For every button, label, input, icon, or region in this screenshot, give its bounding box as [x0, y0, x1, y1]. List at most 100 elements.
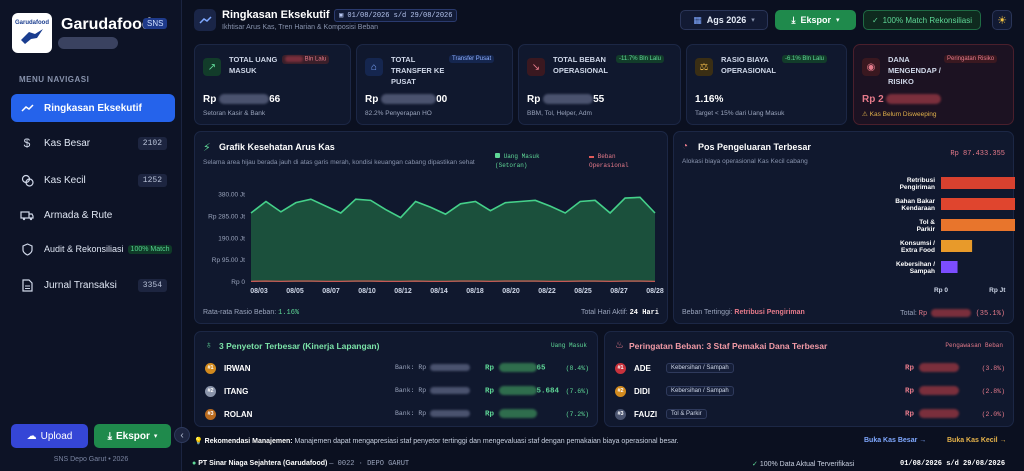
recommendation: 💡 Rekomendasi Manajemen: Manajemen dapat…: [194, 438, 679, 445]
depositor-name: ROLAN: [224, 409, 253, 419]
depot-code: — 0022 · DEPO GARUT: [329, 460, 410, 468]
category-label: Konsumsi /: [900, 240, 935, 247]
avg-ratio-value: 1.16%: [278, 309, 300, 317]
rank-badge: #1: [205, 362, 216, 374]
y-tick-label: 380.00 Jt: [218, 192, 245, 199]
export-label: Ekspor: [116, 430, 150, 442]
bank-amount: Bank: Rp: [395, 410, 471, 418]
redacted-value: [498, 409, 537, 419]
alert-circle-icon: ◉: [862, 58, 880, 76]
truck-icon: [20, 208, 34, 222]
y-tick-label: 190.00 Jt: [218, 235, 245, 242]
total-amount: Rp: [905, 409, 959, 419]
brand-badge: SNS: [143, 18, 168, 29]
active-days-value: 24 Hari: [629, 309, 659, 317]
download-icon: ⤓: [791, 14, 796, 25]
share-pct: (8.4%): [565, 364, 589, 372]
collapse-sidebar-button[interactable]: ‹: [174, 427, 190, 443]
sidebar-item-kas-kecil[interactable]: Kas Kecil 1252: [11, 166, 175, 194]
avg-ratio-label: Rata-rata Rasio Beban:: [203, 309, 277, 316]
reconciliation-status: ✓ 100% Match Rekonsiliasi: [863, 10, 981, 30]
sidebar-item-label: Ringkasan Eksekutif: [44, 102, 142, 114]
x-tick-label: 08/03: [250, 288, 268, 295]
y-tick-label: Rp 285.00 Jt: [208, 213, 245, 220]
flame-icon: ♨: [615, 340, 624, 351]
trend-icon: [194, 9, 216, 31]
theme-toggle-button[interactable]: ☀: [992, 10, 1012, 30]
x-tick-label: 08/12: [394, 288, 412, 295]
x-tick-label: 08/20: [502, 288, 520, 295]
kpi-beban-operasional: ↘ TOTAL BEBAN OPERASIONAL -11.7% Bln Lal…: [518, 44, 681, 125]
kpi-value-suffix: 55: [593, 94, 605, 105]
sidebar-item-count: 2102: [137, 136, 167, 150]
expense-category-tag: Kebersihan / Sampah: [666, 363, 734, 373]
x-tick-label: Rp 0: [934, 287, 948, 294]
cashflow-area-chart: Rp 0 Rp 95.00 Jt 190.00 Jt Rp 285.00 Jt 380.…: [208, 192, 664, 295]
recommendation-label: Rekomendasi Manajemen:: [204, 438, 293, 445]
kpi-rasio-biaya: ⚖ RASIO BIAYA OPERASIONAL -6.1% Bln Lalu…: [686, 44, 847, 125]
total-amount: Rp: [905, 363, 959, 373]
kpi-badge: -11.7% Bln Lalu: [616, 55, 664, 63]
bank-icon: ⌂: [365, 58, 383, 76]
category-label: Parkir: [917, 226, 936, 233]
staff-name: DIDI: [634, 386, 650, 396]
sidebar-item-armada[interactable]: Armada & Rute: [11, 201, 175, 229]
kpi-value: 1.16%: [695, 94, 724, 105]
category-label: Extra Food: [901, 247, 935, 254]
sidebar-item-label: Kas Kecil: [44, 174, 86, 186]
month-select[interactable]: ▦ Ags 2026 ▾: [680, 10, 768, 30]
calendar-icon: ▦: [693, 14, 702, 25]
redacted-value: [918, 386, 959, 396]
redacted-value: [918, 409, 959, 419]
redacted-value: [498, 386, 537, 396]
redacted-value: [430, 387, 471, 395]
redacted-value: [918, 363, 959, 373]
medal-icon: ♁: [205, 340, 213, 351]
upload-button[interactable]: ☁ Upload: [11, 424, 88, 448]
redacted-value: [498, 363, 537, 373]
redacted-value: [430, 410, 471, 418]
kpi-footnote: ⚠ Kas Belum Disweeping: [862, 111, 937, 118]
arrow-up-right-icon: ↗: [203, 58, 221, 76]
category-label: Kendaraan: [901, 205, 935, 212]
list-item: #2 ITANG Bank: Rp Rp 5.684 (7.6%): [205, 384, 589, 398]
sidebar-item-label: Jurnal Transaksi: [44, 279, 117, 291]
redacted-value: [886, 94, 942, 105]
top-depositors-panel: ♁ 3 Penyetor Terbesar (Kinerja Lapangan)…: [194, 331, 598, 427]
sidebar-item-count: 3354: [137, 278, 167, 292]
legend-in-label: Uang Masuk (Setoran): [495, 153, 540, 169]
bar: [941, 198, 1015, 210]
panel-title: Grafik Kesehatan Arus Kas: [219, 142, 335, 152]
category-label: Tol &: [919, 219, 935, 226]
company-name: PT Sinar Niaga Sejahtera (Garudafood): [198, 460, 328, 467]
open-kas-kecil-link[interactable]: Buka Kas Kecil →: [947, 437, 1007, 444]
arrow-down-right-icon: ↘: [527, 58, 545, 76]
scale-icon: ⚖: [695, 58, 713, 76]
sidebar-item-jurnal[interactable]: Jurnal Transaksi 3354: [11, 271, 175, 299]
chevron-left-icon: ‹: [180, 429, 184, 441]
total-amount: Rp: [485, 409, 537, 419]
expense-share-pct: (35.1%): [975, 309, 1005, 318]
redacted-value: [430, 364, 471, 372]
page-title: Ringkasan Eksekutif: [222, 9, 330, 21]
open-kas-besar-link[interactable]: Buka Kas Besar →: [864, 437, 927, 444]
export-button[interactable]: ⤓ Ekspor ▾: [775, 10, 856, 30]
sidebar-item-ringkasan[interactable]: Ringkasan Eksekutif: [11, 94, 175, 122]
kpi-title: DANA MENGENDAP / RISIKO: [888, 55, 941, 86]
expense-share-label: Total:: [900, 309, 917, 317]
active-days: Total Hari Aktif: 24 Hari: [581, 309, 659, 317]
sidebar-footer: SNS Depo Garut • 2026: [53, 456, 129, 463]
sidebar-item-kas-besar[interactable]: $ Kas Besar 2102: [11, 129, 175, 157]
reconciliation-label: 100% Match Rekonsiliasi: [882, 15, 973, 25]
kpi-value-prefix: Rp: [203, 94, 217, 105]
sidebar-item-label: Audit & Rekonsiliasi: [44, 244, 124, 254]
x-tick-label: 08/10: [358, 288, 376, 295]
highest-expense: Beban Tertinggi: Retribusi Pengiriman: [682, 309, 805, 316]
total-amount: Rp 65: [485, 363, 546, 373]
sidebar-export-button[interactable]: ⤓ Ekspor ▾: [94, 424, 171, 448]
sidebar-item-audit[interactable]: Audit & Rekonsiliasi 100% Match: [11, 235, 175, 263]
cashflow-health-panel: ⚡ Grafik Kesehatan Arus Kas Selama area …: [194, 131, 668, 324]
legend-swatch: [589, 156, 594, 158]
staff-name: FAUZI: [634, 409, 658, 419]
